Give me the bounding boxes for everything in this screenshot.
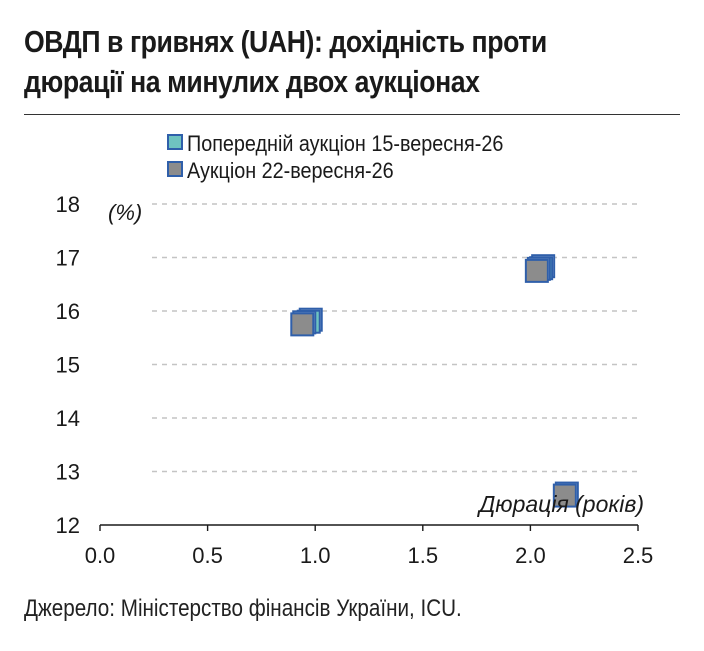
- data-points: [290, 254, 579, 508]
- y-tick-label-17: 17: [56, 246, 80, 271]
- y-tick-label-12: 12: [56, 513, 80, 538]
- x-tick-label-2.0: 2.0: [515, 543, 546, 568]
- point-series-2-2-face: [524, 258, 549, 283]
- legend-label-1: Попередній аукціон 15-вересня-26: [187, 132, 503, 156]
- x-tick-label-0.0: 0.0: [85, 543, 116, 568]
- x-tick-label-0.5: 0.5: [192, 543, 223, 568]
- point-series-2-2: [524, 256, 551, 283]
- grid-lines: [152, 203, 638, 473]
- point-series-2-3: [552, 481, 579, 508]
- point-series-2-1-face: [290, 312, 315, 337]
- scatter-chart: Попередній аукціон 15-вересня-26 Аукціон …: [56, 132, 654, 568]
- y-tick-label-14: 14: [56, 406, 80, 431]
- chart-title: ОВДП в гривнях (UAH): дохідність проти д…: [24, 22, 592, 102]
- y-axis-title: (%): [108, 200, 142, 225]
- axes: [99, 524, 639, 531]
- point-series-2-3-face: [552, 483, 577, 508]
- legend-label-2: Аукціон 22-вересня-26: [187, 159, 394, 183]
- y-tick-label-18: 18: [56, 192, 80, 217]
- y-tick-label-15: 15: [56, 353, 80, 378]
- title-divider: [24, 114, 680, 115]
- legend-swatch-1: [167, 134, 183, 150]
- source-note: Джерело: Міністерство фінансів України, …: [24, 595, 462, 622]
- x-tick-label-1.0: 1.0: [300, 543, 331, 568]
- y-tick-label-13: 13: [56, 460, 80, 485]
- x-tick-label-1.5: 1.5: [408, 543, 439, 568]
- x-axis-title: Дюрація (років): [476, 491, 644, 517]
- x-tick-label-2.5: 2.5: [623, 543, 654, 568]
- legend: Попередній аукціон 15-вересня-26 Аукціон …: [167, 132, 503, 183]
- chart-title-line-1: ОВДП в гривнях (UAH): дохідність проти: [24, 24, 547, 59]
- y-tick-label-16: 16: [56, 299, 80, 324]
- chart-title-line-2: дюрації на минулих двох аукціонах: [24, 64, 480, 99]
- point-series-2-1: [290, 310, 317, 337]
- legend-swatch-2: [167, 161, 183, 177]
- axis-labels: 12 13 14 15 16 17 18 0.0 0.5 1.0 1.5 2.0 2.5 (%) Дюрац…: [56, 192, 654, 568]
